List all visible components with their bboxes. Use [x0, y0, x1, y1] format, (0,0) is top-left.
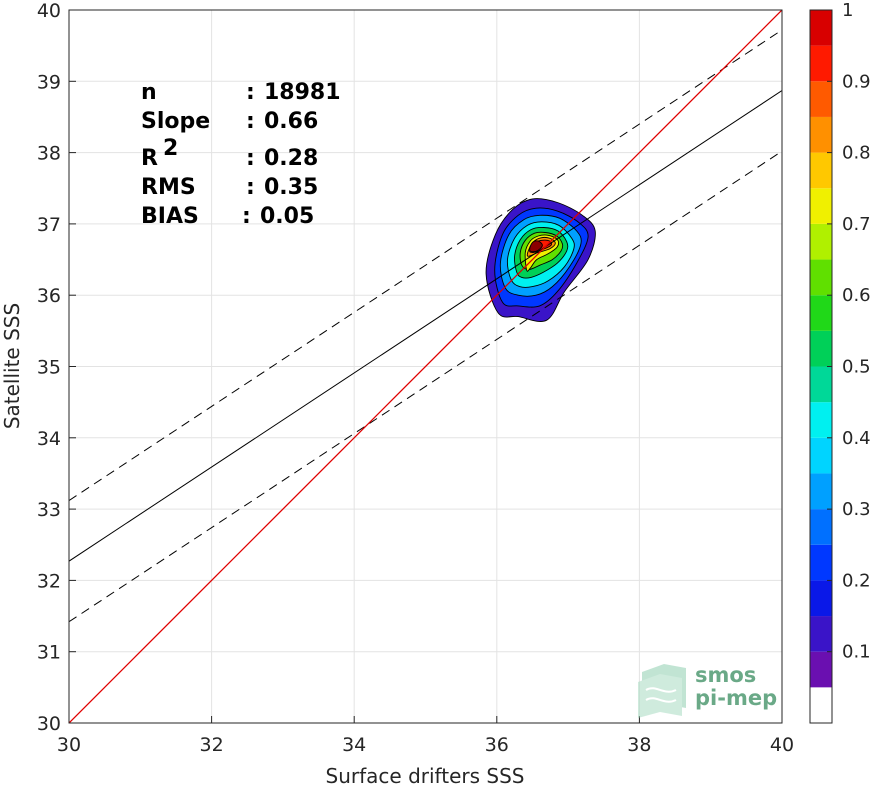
colorbar-segment: [810, 616, 832, 652]
grid-lines: [68, 9, 783, 724]
stat-label: RMS: [141, 175, 196, 200]
colorbar-segment: [810, 402, 832, 438]
regression-line: [69, 90, 782, 562]
y-tick-label: 30: [37, 713, 61, 735]
y-tick-label: 37: [37, 214, 61, 236]
stat-value: 0.28: [264, 146, 318, 171]
colorbar-segment: [810, 580, 832, 617]
colorbar-segment: [810, 437, 832, 474]
y-axis-title: Satellite SSS: [0, 303, 24, 429]
y-tick-label: 34: [37, 428, 61, 450]
x-tick-label: 34: [342, 734, 366, 756]
colorbar-segment: [810, 188, 832, 224]
colorbar-segment: [810, 10, 832, 46]
y-tick-label: 35: [37, 357, 61, 379]
y-axis-ticks: 30 31 32 33 34 35 36 37 38 39 40: [37, 0, 76, 735]
colorbar-segment: [810, 295, 832, 331]
colorbar-segment: [810, 45, 832, 82]
colorbar-tick-label: 0.7: [842, 214, 871, 235]
logo-line1: smos: [695, 663, 756, 687]
colorbar-tick-label: 0.4: [842, 428, 871, 449]
stat-separator: :: [246, 109, 255, 134]
colorbar-segment: [810, 116, 832, 153]
density-contours: [485, 198, 596, 322]
x-axis-ticks: 30 32 34 36 38 40: [57, 716, 794, 756]
identity-line: [69, 10, 782, 723]
stat-value: 0.35: [264, 175, 318, 200]
colorbar: 0.1 0.2 0.3 0.4 0.5 0.6 0.7 0.8 0.9 1: [809, 0, 871, 724]
y-tick-label: 36: [37, 285, 61, 307]
reference-lines: [69, 10, 782, 723]
colorbar-segment: [810, 81, 832, 117]
x-tick-label: 40: [770, 734, 794, 756]
x-axis-title: Surface drifters SSS: [326, 764, 525, 787]
x-tick-label: 38: [627, 734, 651, 756]
colorbar-segment: [810, 651, 832, 688]
stat-value: 18981: [264, 80, 341, 105]
colorbar-segment: [810, 366, 832, 403]
colorbar-tick-label: 1: [842, 0, 853, 21]
x-tick-label: 30: [57, 734, 81, 756]
colorbar-tick-label: 0.3: [842, 499, 871, 520]
stat-value: 0.05: [260, 204, 314, 229]
colorbar-segment: [810, 544, 832, 581]
colorbar-tick-label: 0.5: [842, 357, 871, 378]
stat-label: n: [141, 80, 157, 105]
colorbar-tick-label: 0.1: [842, 642, 871, 663]
y-tick-label: 38: [37, 143, 61, 165]
stat-label-superscript: 2: [163, 136, 178, 161]
y-tick-label: 31: [37, 642, 61, 664]
stat-separator: :: [246, 175, 255, 200]
y-tick-label: 33: [37, 499, 61, 521]
colorbar-segment: [810, 259, 832, 296]
upper-bound-line: [69, 29, 782, 501]
stat-label: Slope: [141, 109, 210, 134]
stat-value: 0.66: [264, 109, 318, 134]
stat-label: BIAS: [141, 204, 199, 229]
colorbar-tick-label: 0.8: [842, 143, 871, 164]
colorbar-segment: [810, 330, 832, 367]
stat-label: R: [141, 146, 158, 171]
logo-icon: [638, 664, 686, 718]
colorbar-segment: [810, 152, 832, 189]
y-tick-label: 39: [37, 71, 61, 93]
y-tick-label: 32: [37, 570, 61, 592]
smos-pimep-logo: smos pi-mep: [638, 663, 777, 718]
logo-line2: pi-mep: [695, 686, 777, 710]
stat-separator: :: [242, 204, 251, 229]
stat-separator: :: [246, 80, 255, 105]
colorbar-tick-label: 0.9: [842, 71, 871, 92]
colorbar-segment: [810, 223, 832, 260]
colorbar-segment: [810, 509, 832, 545]
colorbar-segment: [810, 687, 832, 723]
density-contour-level: [529, 240, 543, 253]
lower-bound-line: [69, 150, 782, 623]
y-tick-label: 40: [37, 0, 61, 22]
x-tick-label: 32: [200, 734, 224, 756]
stat-separator: :: [246, 146, 255, 171]
x-tick-label: 36: [485, 734, 509, 756]
colorbar-segment: [810, 473, 832, 510]
colorbar-tick-label: 0.2: [842, 570, 871, 591]
colorbar-tick-label: 0.6: [842, 285, 871, 306]
